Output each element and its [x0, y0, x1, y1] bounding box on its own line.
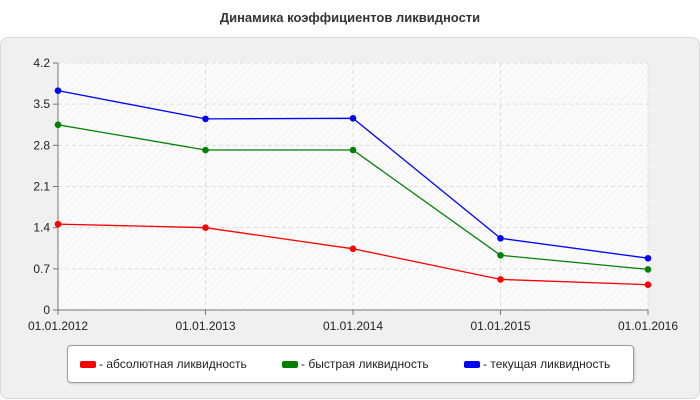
data-point — [54, 220, 62, 228]
series-points — [54, 87, 652, 289]
data-point — [202, 146, 209, 154]
data-point — [497, 234, 504, 242]
y-tick-label: 2.8 — [33, 138, 50, 152]
grid-lines — [58, 62, 649, 310]
data-point — [202, 115, 209, 123]
data-point — [644, 266, 652, 273]
data-point — [644, 254, 652, 262]
legend: - абсолютная ликвидность - быстрая ликви… — [67, 345, 634, 383]
legend-label: - быстрая ликвидность — [301, 357, 429, 371]
x-tick-label: 01.01.2013 — [175, 319, 235, 333]
data-point — [644, 281, 652, 289]
data-point — [202, 224, 209, 231]
x-tick-label: 01.01.2016 — [618, 319, 678, 333]
y-tick-label: 3.5 — [33, 97, 50, 111]
legend-swatch-blue — [464, 360, 480, 368]
y-tick-labels: 0 0.7 1.4 2.1 2.8 3.5 4.2 — [33, 56, 50, 317]
y-tick-label: 0 — [43, 303, 50, 317]
legend-swatch-green — [282, 360, 298, 368]
x-tick-label: 01.01.2012 — [28, 319, 88, 333]
legend-item-absolute: - абсолютная ликвидность — [80, 346, 247, 382]
data-point — [54, 87, 62, 94]
data-point — [54, 121, 62, 129]
y-tick-label: 0.7 — [33, 262, 50, 276]
x-tick-labels: 01.01.2012 01.01.2013 01.01.2014 01.01.2015… — [28, 319, 678, 333]
x-tick-label: 01.01.2015 — [470, 319, 530, 333]
chart-title: Динамика коэффициентов ликвидности — [219, 10, 481, 25]
legend-item-current: - текущая ликвидность — [464, 346, 610, 382]
y-tick-label: 1.4 — [33, 221, 50, 235]
y-tick-label: 2.1 — [33, 180, 50, 194]
legend-item-quick: - быстрая ликвидность — [282, 346, 429, 382]
data-point — [349, 245, 357, 253]
data-point — [349, 146, 357, 154]
legend-swatch-red — [80, 360, 96, 368]
x-tick-label: 01.01.2014 — [323, 319, 383, 333]
axes — [53, 62, 649, 315]
data-point — [497, 276, 504, 283]
legend-label: - текущая ликвидность — [483, 357, 611, 371]
legend-label: - абсолютная ликвидность — [99, 357, 247, 371]
y-tick-label: 4.2 — [33, 56, 50, 70]
data-point — [497, 252, 504, 259]
data-point — [349, 114, 357, 122]
